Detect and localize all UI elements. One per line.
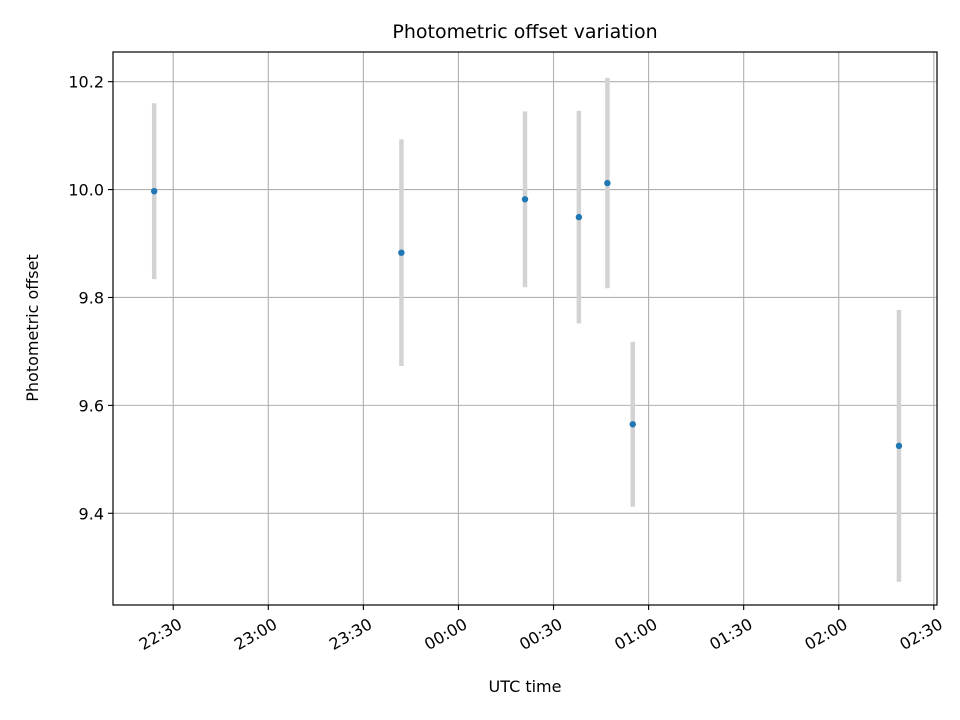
x-tick-label: 02:30 xyxy=(896,614,945,654)
data-point xyxy=(604,179,611,187)
errorbars xyxy=(151,77,902,582)
data-point xyxy=(895,442,903,450)
y-tick-label: 9.6 xyxy=(79,396,104,415)
y-axis-title: Photometric offset xyxy=(23,254,42,402)
y-axis: 9.4 9.6 9.8 10.0 10.2 xyxy=(68,73,113,523)
data-points xyxy=(151,179,903,450)
plot-frame xyxy=(112,51,938,606)
x-tick-label: 01:00 xyxy=(611,614,660,654)
x-tick-label: 23:00 xyxy=(231,614,280,654)
y-tick-label: 10.2 xyxy=(68,73,104,92)
x-tick-label: 02:00 xyxy=(801,614,850,654)
data-point xyxy=(575,213,583,221)
data-point xyxy=(398,249,405,256)
data-point xyxy=(629,421,636,428)
y-tick-label: 9.8 xyxy=(79,288,104,307)
x-tick-label: 00:00 xyxy=(421,614,470,654)
data-point xyxy=(151,187,158,195)
y-tick-label: 10.0 xyxy=(68,181,104,200)
x-tick-label: 22:30 xyxy=(136,614,185,654)
x-tick-label: 00:30 xyxy=(516,614,565,654)
x-tick-label: 01:30 xyxy=(706,614,755,654)
x-axis: 22:30 23:00 23:30 00:00 00:30 01:00 01:30 02:00… xyxy=(136,605,946,654)
y-tick-label: 9.4 xyxy=(79,504,104,523)
chart-title: Photometric offset variation xyxy=(392,21,657,43)
x-axis-title: UTC time xyxy=(489,677,562,696)
x-tick-label: 23:30 xyxy=(326,614,375,654)
data-point xyxy=(521,196,529,203)
